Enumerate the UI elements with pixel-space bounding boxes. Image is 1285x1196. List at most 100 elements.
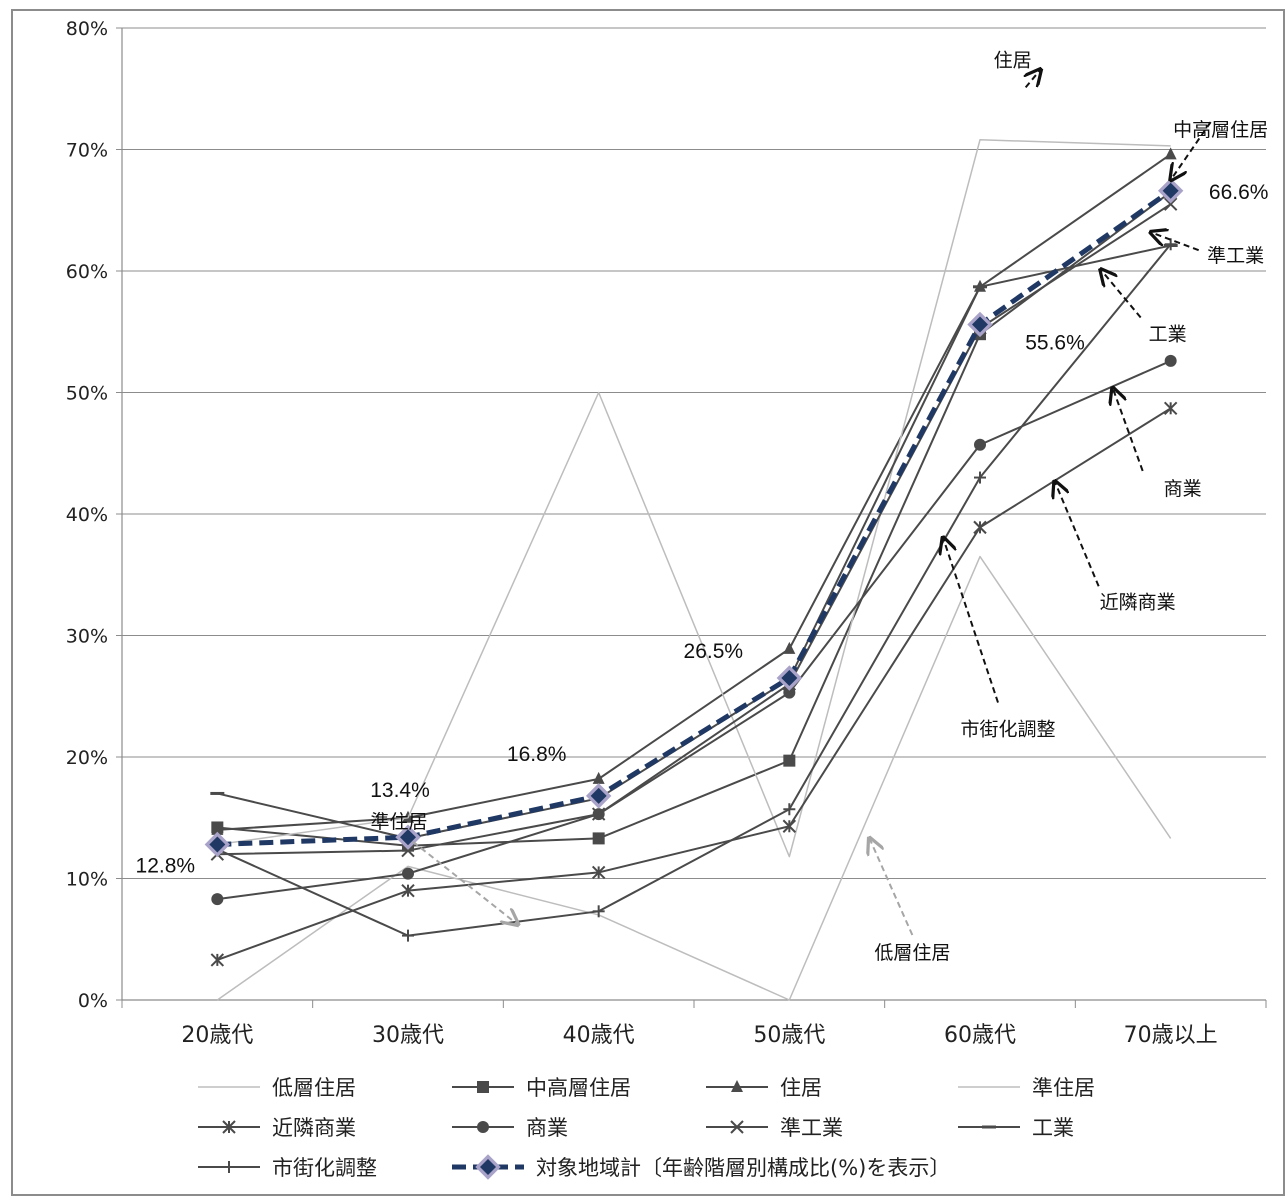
legend-swatch-marker	[730, 1120, 744, 1134]
annotation-label: 中高層住居	[1173, 119, 1268, 141]
legend-label: 準住居	[1032, 1076, 1095, 1100]
data-point	[974, 471, 986, 484]
data-point	[1164, 354, 1177, 367]
series-line	[217, 244, 1171, 840]
legend-swatch-marker	[475, 1154, 501, 1180]
legend-swatch-marker	[477, 1081, 489, 1093]
y-tick-label: 10%	[66, 869, 108, 891]
data-point	[1163, 401, 1178, 416]
marker-diamond-inner	[480, 1159, 496, 1175]
annotation-arrow	[1055, 481, 1100, 587]
marker-triangle	[211, 822, 224, 835]
marker-diamond-inner	[972, 316, 988, 333]
annotation-label: 準工業	[1207, 245, 1264, 267]
x-tick-label: 20歳代	[181, 1023, 253, 1048]
data-label: 16.8%	[507, 743, 567, 766]
annotation: 市街化調整	[943, 538, 1056, 741]
annotation-label: 準住居	[370, 811, 427, 833]
annotation-arrow	[1026, 69, 1041, 89]
legend-entry: 住居	[706, 1076, 822, 1100]
annotation-arrow	[412, 840, 518, 925]
marker-circle	[974, 438, 986, 451]
series-4	[210, 401, 1178, 967]
series-3	[217, 139, 1171, 858]
legend-entry: 工業	[958, 1116, 1074, 1140]
legend-entry: 低層住居	[198, 1076, 356, 1100]
legend-label: 近隣商業	[272, 1116, 356, 1140]
data-point	[973, 520, 987, 535]
legend-entry: 準住居	[958, 1076, 1095, 1100]
annotation-label: 近隣商業	[1100, 591, 1176, 613]
chart-frame	[11, 9, 1285, 1196]
data-point	[211, 822, 224, 835]
annotation-label: 工業	[1149, 323, 1187, 345]
axes: 0% 10% 20% 30% 40% 50% 60% 70% 80% 20歳代 30歳代 40歳代 50…	[66, 18, 1267, 1048]
annotation-arrow	[1101, 269, 1142, 319]
data-point	[402, 867, 414, 880]
data-point	[783, 686, 796, 699]
data-point	[592, 771, 605, 784]
marker-circle	[211, 893, 224, 906]
y-tick-label: 30%	[66, 626, 108, 648]
legend-label: 対象地域計〔年齢階層別構成比(%)を表示〕	[536, 1156, 950, 1180]
annotation: 近隣商業	[1055, 481, 1176, 613]
annotation: 住居	[994, 49, 1041, 89]
data-point	[967, 311, 993, 338]
data-labels: 12.8% 13.4% 16.8% 26.5% 55.6% 66.6%	[136, 181, 1269, 878]
series-line	[217, 359, 1172, 901]
y-tick-label: 0%	[78, 990, 108, 1012]
legend-entry: 対象地域計〔年齢階層別構成比(%)を表示〕	[452, 1154, 950, 1180]
y-tick-label: 60%	[66, 261, 108, 283]
legend-entry: 市街化調整	[198, 1156, 377, 1180]
y-tick-label: 20%	[66, 747, 108, 769]
data-point	[782, 819, 797, 833]
series-line	[216, 243, 1172, 937]
annotation-arrow	[943, 538, 999, 703]
annotation: 中高層住居	[1171, 119, 1268, 180]
data-point	[210, 953, 225, 967]
legend-entry: 準工業	[706, 1116, 843, 1140]
series-line	[217, 203, 1172, 856]
data-label: 55.6%	[1025, 331, 1085, 354]
annotation-arrow	[1113, 388, 1144, 472]
annotation: 準工業	[1151, 232, 1264, 267]
legend-swatch-marker	[731, 1080, 743, 1092]
series-line	[217, 153, 1172, 831]
marker-diamond-inner	[590, 787, 607, 804]
x-tick-label: 60歳代	[944, 1023, 1016, 1048]
marker-x-stroke	[401, 843, 415, 858]
annotation-arrow	[869, 838, 914, 936]
data-point	[1164, 147, 1177, 160]
data-point	[592, 832, 605, 845]
annotation-arrow	[1171, 121, 1212, 180]
marker-square	[783, 754, 796, 767]
data-point	[585, 783, 612, 809]
marker-circle	[1164, 354, 1177, 367]
annotation: 商業	[1113, 388, 1202, 500]
data-point	[591, 865, 606, 880]
marker-circle	[783, 686, 796, 699]
x-tick-label: 40歳代	[563, 1023, 635, 1048]
y-tick-label: 70%	[66, 140, 108, 162]
data-point	[592, 905, 605, 918]
series-line	[217, 191, 1172, 847]
legend-entry: 近隣商業	[198, 1116, 356, 1140]
data-point	[401, 843, 415, 858]
annotation: 準住居	[370, 811, 518, 925]
annotation-label: 住居	[994, 49, 1032, 71]
annotation-label: 市街化調整	[960, 719, 1055, 741]
marker-square	[592, 832, 605, 845]
legend-swatch-marker	[477, 1121, 489, 1133]
data-point	[783, 641, 796, 654]
marker-triangle	[592, 771, 605, 784]
legend-label: 商業	[526, 1116, 568, 1140]
data-point	[783, 803, 796, 816]
legend-label: 工業	[1032, 1116, 1074, 1140]
marker-triangle	[1164, 147, 1177, 160]
data-label: 26.5%	[684, 640, 744, 663]
gridlines	[122, 27, 1266, 879]
y-tick-label: 50%	[66, 383, 108, 405]
marker-circle	[402, 867, 414, 880]
y-tick-label: 40%	[66, 504, 108, 526]
marker-diamond-inner	[781, 670, 798, 687]
